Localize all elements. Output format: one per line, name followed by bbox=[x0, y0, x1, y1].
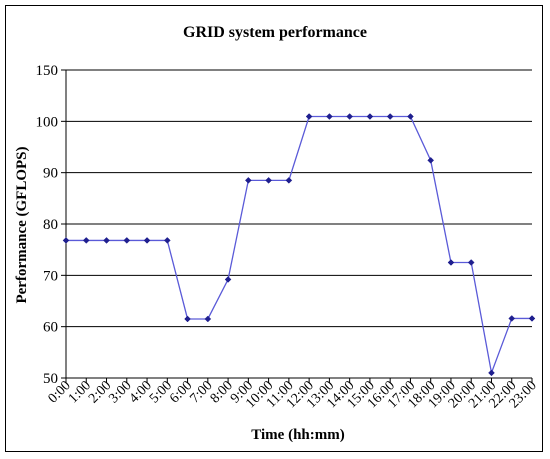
data-point bbox=[123, 237, 131, 244]
y-tick-label: 70 bbox=[43, 268, 58, 284]
data-point bbox=[103, 237, 110, 244]
y-tick-label: 80 bbox=[43, 217, 58, 233]
data-point bbox=[326, 113, 333, 120]
data-point bbox=[407, 113, 414, 120]
data-point bbox=[346, 113, 354, 120]
data-point bbox=[265, 177, 272, 184]
data-point bbox=[488, 369, 495, 377]
data-point bbox=[163, 237, 171, 244]
y-tick-label: 150 bbox=[36, 63, 59, 79]
data-point bbox=[305, 113, 313, 120]
series-line bbox=[66, 115, 532, 376]
y-tick-label: 100 bbox=[36, 114, 59, 130]
data-point bbox=[386, 113, 394, 120]
y-axis-title: Performance (GFLOPS) bbox=[14, 146, 30, 303]
data-point bbox=[184, 315, 191, 323]
y-tick-labels: 50 60 70 80 90 100 150 bbox=[36, 63, 59, 387]
x-axis-title: Time (hh:mm) bbox=[251, 427, 344, 443]
chart-title: GRID system performance bbox=[183, 24, 367, 41]
gridlines bbox=[66, 69, 532, 328]
y-tick-label: 60 bbox=[43, 320, 58, 336]
data-point bbox=[204, 315, 212, 323]
x-tick-labels: 0:001:002:003:004:005:006:007:008:009:00… bbox=[46, 378, 540, 411]
data-point bbox=[508, 315, 516, 322]
data-point bbox=[62, 237, 70, 244]
data-point bbox=[244, 177, 252, 184]
data-point bbox=[224, 276, 232, 283]
axes bbox=[61, 69, 533, 383]
data-point bbox=[285, 177, 293, 184]
data-point bbox=[528, 315, 536, 322]
series-layer bbox=[62, 113, 536, 377]
y-tick-label: 50 bbox=[43, 371, 58, 387]
data-point bbox=[427, 156, 435, 164]
data-point bbox=[366, 113, 374, 120]
data-point bbox=[143, 237, 151, 244]
data-point bbox=[82, 237, 90, 244]
data-point bbox=[467, 259, 475, 266]
y-tick-label: 90 bbox=[43, 166, 58, 182]
data-point bbox=[447, 259, 455, 266]
